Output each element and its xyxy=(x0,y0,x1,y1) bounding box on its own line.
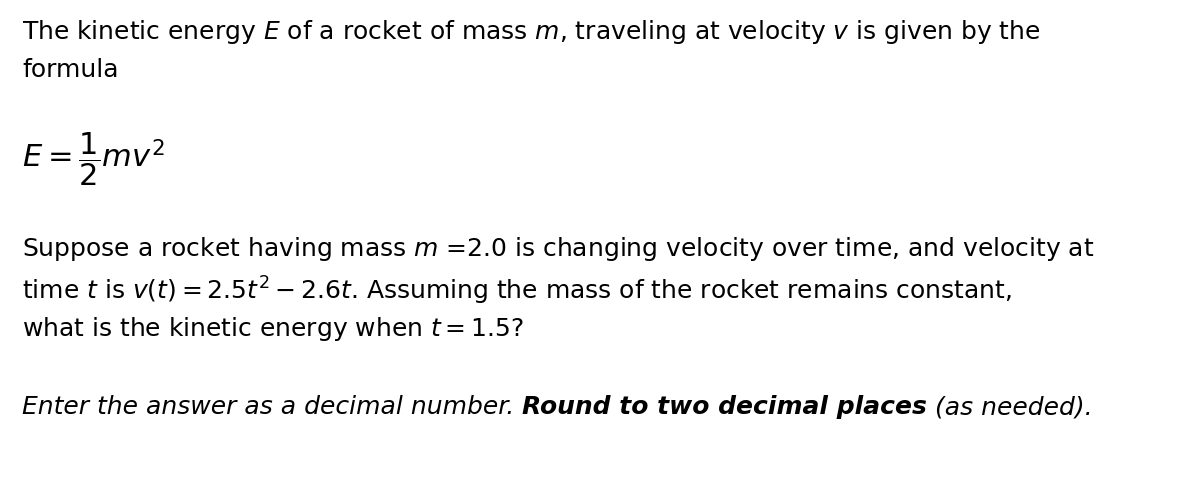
Text: formula: formula xyxy=(22,58,119,82)
Text: $\mathit{E} = \dfrac{1}{2}\mathit{m}\mathit{v}^{2}$: $\mathit{E} = \dfrac{1}{2}\mathit{m}\mat… xyxy=(22,130,164,188)
Text: Suppose a rocket having mass $\mathit{m}$ =2.0 is changing velocity over time, a: Suppose a rocket having mass $\mathit{m}… xyxy=(22,235,1094,263)
Text: time $\mathit{t}$ is $\mathit{v}(\mathit{t}) = 2.5t^{2}-2.6t$. Assuming the mass: time $\mathit{t}$ is $\mathit{v}(\mathit… xyxy=(22,275,1012,307)
Text: Enter the answer as a decimal number.: Enter the answer as a decimal number. xyxy=(22,395,522,419)
Text: (as needed).: (as needed). xyxy=(928,395,1093,419)
Text: what is the kinetic energy when $\mathit{t} = 1.5$?: what is the kinetic energy when $\mathit… xyxy=(22,315,524,343)
Text: Round to two decimal places: Round to two decimal places xyxy=(522,395,928,419)
Text: The kinetic energy $\mathit{E}$ of a rocket of mass $\mathit{m}$, traveling at v: The kinetic energy $\mathit{E}$ of a roc… xyxy=(22,18,1040,46)
